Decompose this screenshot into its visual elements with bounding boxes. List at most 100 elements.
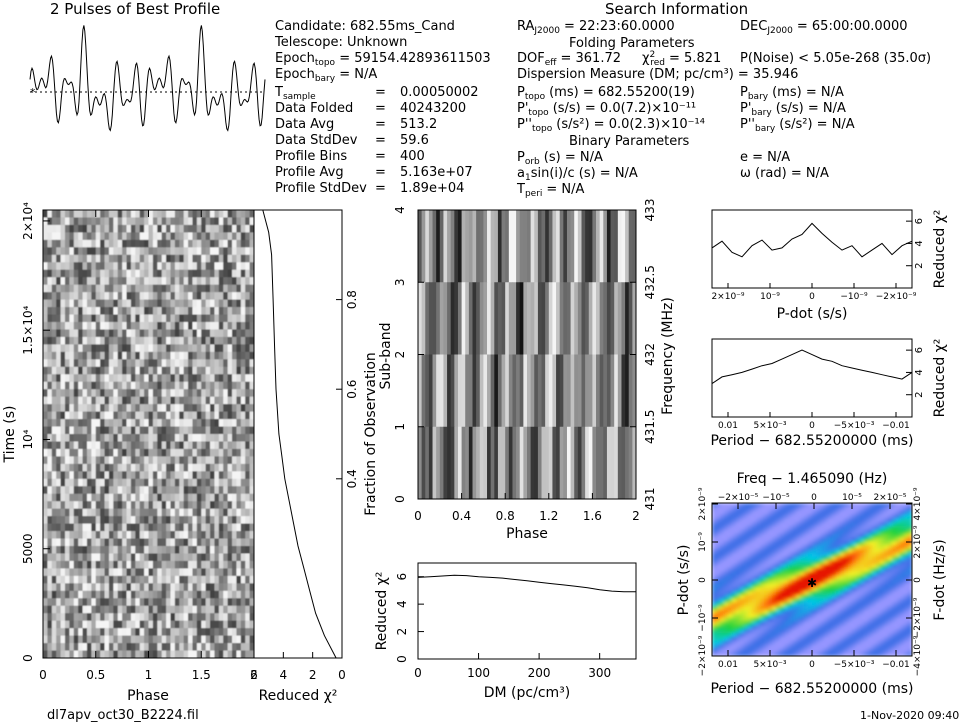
pp-cell: [844, 625, 849, 630]
tp-cell: [166, 224, 171, 233]
pp-cell: [844, 556, 849, 561]
pp-cell: [852, 610, 857, 615]
tp-cell: [100, 277, 105, 286]
tp-cell: [69, 224, 75, 233]
sb-cell: [537, 426, 542, 499]
pp-cell: [796, 525, 801, 531]
tp-cell: [205, 598, 211, 607]
tp-cell: [183, 448, 189, 457]
tp-cell: [126, 463, 132, 472]
tp-cell: [60, 224, 66, 233]
tp-cell: [100, 620, 105, 629]
tp-cell: [218, 598, 224, 607]
pp-cell: [736, 541, 741, 546]
tp-cell: [60, 575, 66, 584]
tp-cell: [78, 471, 83, 480]
tp-cell: [91, 366, 97, 375]
tp-cell: [214, 426, 220, 435]
tp-cell: [108, 583, 114, 592]
tp-cell: [47, 560, 53, 569]
tp-cell: [69, 546, 75, 554]
tp-cell: [232, 411, 237, 420]
pp-cell: [840, 541, 845, 546]
pp-cell: [732, 610, 737, 615]
pp-cell: [872, 610, 877, 615]
tp-cell: [60, 426, 66, 435]
pp-cell: [836, 533, 841, 538]
sb-cell: [559, 426, 564, 499]
pp-cell: [872, 575, 877, 580]
sb-cell: [461, 282, 466, 355]
pp-cell: [808, 633, 813, 638]
tp-cell: [113, 299, 119, 308]
tp-cell: [210, 381, 215, 390]
pp-cell: [824, 606, 829, 611]
tp-cell: [122, 516, 127, 524]
tp-cell: [104, 322, 110, 330]
pp-cell: [756, 556, 761, 561]
tp-cell: [245, 635, 251, 644]
pp-cell: [712, 503, 717, 508]
pp-cell: [728, 579, 733, 584]
pp-cell: [904, 640, 909, 645]
tp-cell: [51, 359, 57, 368]
pp-cell: [816, 552, 821, 557]
tp-cell: [240, 493, 246, 502]
pp-cell: [756, 640, 761, 645]
pp-cell: [820, 525, 825, 531]
pp-cell: [824, 617, 829, 622]
tp-cell: [218, 314, 224, 323]
pp-cell: [884, 525, 889, 531]
pp-cell: [896, 506, 901, 512]
tp-cell: [249, 389, 254, 398]
sb-cell: [472, 354, 477, 428]
pp-cell: [816, 617, 821, 622]
sb-cell: [428, 282, 433, 355]
tp-cell: [245, 247, 251, 256]
pp-cell: [900, 625, 905, 630]
tp-cell: [60, 613, 66, 622]
pp-cell: [752, 644, 757, 649]
tp-cell: [183, 560, 189, 569]
tp-cell: [223, 426, 229, 435]
pp-cell: [720, 518, 725, 523]
tp-cell: [210, 210, 215, 218]
pp-cell: [776, 636, 781, 642]
tp-cell: [51, 493, 57, 502]
tp-cell: [47, 434, 53, 442]
tp-cell: [240, 292, 246, 300]
tp-cell: [236, 523, 242, 532]
pp-cell: [860, 548, 865, 554]
tp-cell: [205, 419, 211, 427]
sb-cell: [476, 426, 481, 499]
tp-cell: [183, 247, 189, 256]
pp-cell: [768, 522, 773, 527]
tp-cell: [135, 553, 141, 562]
pp-cell: [872, 636, 877, 642]
tp-cell: [192, 359, 198, 368]
tp-cell: [201, 575, 207, 584]
tp-cell: [100, 292, 105, 300]
tp-cell: [240, 448, 246, 457]
pp-cell: [872, 533, 877, 538]
sb-cell: [519, 282, 524, 355]
tp-cell: [188, 628, 193, 636]
pp-cell: [812, 629, 817, 634]
tp-cell: [183, 329, 189, 338]
pp-cell: [784, 545, 789, 550]
sb-cell: [483, 426, 488, 499]
tp-cell: [249, 210, 254, 218]
tp-cell: [192, 374, 198, 383]
pp-cell: [764, 541, 769, 546]
pp-cell: [908, 552, 912, 557]
pp-cell: [848, 636, 853, 642]
pp-cell: [744, 510, 749, 515]
tp-cell: [91, 590, 97, 599]
tp-cell: [139, 217, 145, 226]
tp-cell: [64, 605, 70, 614]
pp-cell: [808, 625, 813, 630]
sb-cell: [457, 282, 462, 355]
tp-cell: [60, 374, 66, 383]
pp-cell: [756, 602, 761, 607]
tp-cell: [196, 523, 202, 532]
